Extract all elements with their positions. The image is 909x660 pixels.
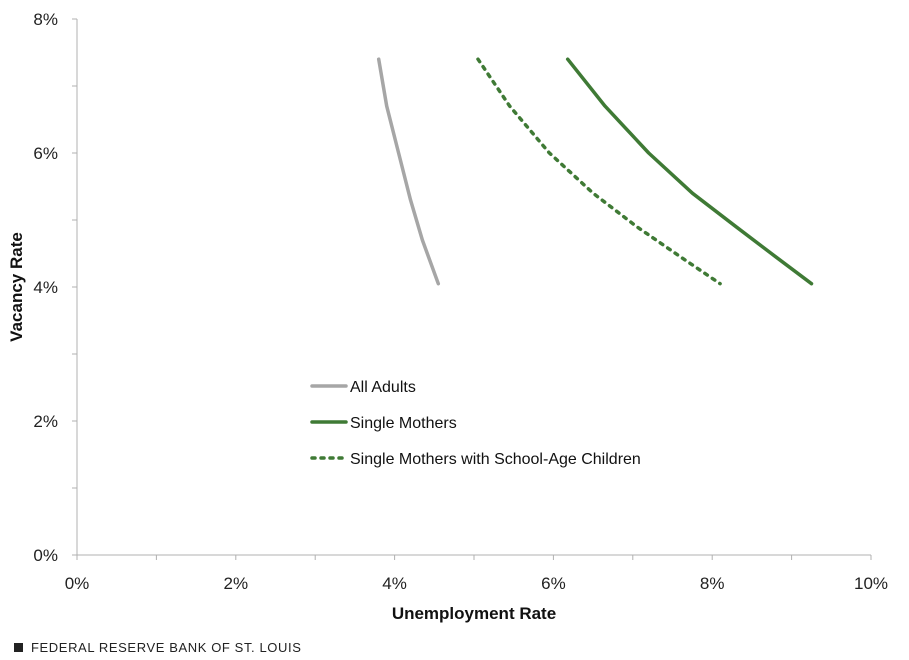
x-tick-label: 8% <box>700 574 725 593</box>
x-tick-label: 10% <box>854 574 888 593</box>
x-axis-title: Unemployment Rate <box>392 604 556 623</box>
legend-label-2: Single Mothers <box>350 415 457 432</box>
legend: All Adults Single Mothers Single Mothers w… <box>310 379 641 468</box>
x-tick-label: 6% <box>541 574 566 593</box>
source-text: FEDERAL RESERVE BANK OF ST. LOUIS <box>31 640 302 655</box>
y-tick-label: 0% <box>33 546 58 565</box>
legend-label-1: All Adults <box>350 379 416 396</box>
y-tick-label: 4% <box>33 278 58 297</box>
legend-label-3: Single Mothers with School-Age Children <box>350 451 641 468</box>
y-axis-title: Vacancy Rate <box>7 232 26 342</box>
chart: 0% 2% 4% 6% 8% 0% 2% 4% 6% 8% 10% All Adults Single… <box>7 10 888 623</box>
series-line-1 <box>376 57 441 286</box>
x-tick-label: 2% <box>224 574 249 593</box>
y-tick-label: 8% <box>33 10 58 29</box>
x-tick-label: 0% <box>65 574 90 593</box>
y-tick-label: 2% <box>33 412 58 431</box>
series-line-3 <box>476 57 722 286</box>
y-tick-label: 6% <box>33 144 58 163</box>
x-tick-label: 4% <box>382 574 407 593</box>
logo-square-icon <box>14 643 23 652</box>
axes: 0% 2% 4% 6% 8% 0% 2% 4% 6% 8% 10% <box>33 10 888 593</box>
series-layer <box>376 57 814 286</box>
footer: FEDERAL RESERVE BANK OF ST. LOUIS <box>14 640 301 655</box>
series-line-2 <box>565 57 814 286</box>
